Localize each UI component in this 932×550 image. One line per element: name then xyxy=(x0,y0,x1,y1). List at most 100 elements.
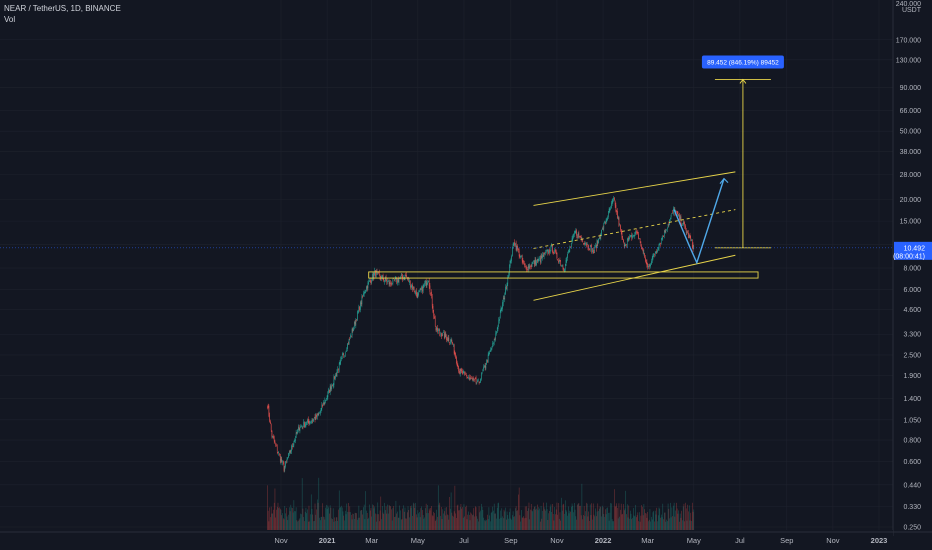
volume-bar xyxy=(275,488,276,530)
candle-body xyxy=(622,238,623,239)
volume-bar xyxy=(579,503,580,530)
volume-bar xyxy=(661,515,662,530)
volume-bar xyxy=(390,506,391,530)
candle-body xyxy=(690,235,691,238)
candle-body xyxy=(289,451,290,454)
volume-bar xyxy=(365,491,366,530)
volume-bar xyxy=(309,506,310,530)
volume-label[interactable]: Vol xyxy=(4,14,121,25)
candle-body xyxy=(463,372,464,373)
candle-body xyxy=(359,307,360,310)
volume-bar xyxy=(559,519,560,530)
candle-body xyxy=(504,298,505,299)
volume-bar xyxy=(585,511,586,530)
candle-body xyxy=(290,450,291,452)
volume-bar xyxy=(658,515,659,530)
candle-body xyxy=(313,419,314,422)
time-axis[interactable]: Nov 2021 Mar May Jul Sep Nov 2022 Mar May Jul Sep No… xyxy=(0,530,932,550)
candle-body xyxy=(628,238,629,240)
volume-bar xyxy=(484,520,485,530)
volume-bar xyxy=(675,517,676,530)
candle-body xyxy=(542,256,543,258)
volume-bar xyxy=(427,513,428,530)
candle-body xyxy=(442,336,443,337)
volume-bar xyxy=(551,504,552,530)
volume-bar xyxy=(573,512,574,530)
candle-body xyxy=(362,296,363,297)
volume-bar xyxy=(361,510,362,530)
candle-body xyxy=(517,246,518,250)
volume-bar xyxy=(473,508,474,530)
current-price-value: 10.492 xyxy=(904,245,926,252)
candle-body xyxy=(625,245,626,246)
candle-body xyxy=(364,294,365,295)
volume-bar xyxy=(335,521,336,530)
candle-body xyxy=(421,287,422,290)
volume-bar xyxy=(296,507,297,530)
candle-body xyxy=(278,452,279,453)
symbol-title[interactable]: NEAR / TetherUS, 1D, BINANCE xyxy=(4,3,121,14)
volume-bar xyxy=(379,521,380,530)
volume-bar xyxy=(563,505,564,530)
candle-body xyxy=(542,255,543,258)
volume-bar xyxy=(522,517,523,530)
volume-bar xyxy=(587,504,588,530)
volume-bar xyxy=(678,514,679,530)
candle-body xyxy=(365,290,366,291)
volume-bar xyxy=(659,507,660,530)
volume-bar xyxy=(526,506,527,530)
volume-bar xyxy=(466,506,467,530)
volume-bar xyxy=(421,506,422,530)
price-tick-label: 4.600 xyxy=(903,307,921,314)
volume-bar xyxy=(555,514,556,530)
volume-bar xyxy=(291,508,292,530)
chart-drawings[interactable]: 89.452 (846.19%) 89452 xyxy=(369,55,784,300)
candle-body xyxy=(272,436,273,437)
candle-body xyxy=(277,447,278,452)
candle-body xyxy=(547,250,548,251)
volume-bar xyxy=(625,491,626,530)
volume-bar xyxy=(480,511,481,530)
candle-body xyxy=(593,248,594,251)
candle-body xyxy=(563,269,564,271)
candle-body xyxy=(502,302,503,309)
candle-body xyxy=(574,233,575,235)
candle-body xyxy=(625,244,626,245)
volume-bar xyxy=(629,519,630,530)
candle-body xyxy=(568,252,569,253)
volume-bar xyxy=(384,514,385,530)
volume-bar xyxy=(624,510,625,530)
candle-body xyxy=(465,374,466,375)
candle-body xyxy=(467,376,468,377)
candle-body xyxy=(271,424,272,430)
volume-bar xyxy=(610,503,611,530)
volume-bar xyxy=(502,516,503,530)
volume-bar xyxy=(424,519,425,530)
candle-body xyxy=(647,262,648,265)
volume-bar xyxy=(628,517,629,530)
candle-body xyxy=(325,400,326,401)
candle-body xyxy=(469,377,470,378)
volume-bar xyxy=(622,514,623,530)
candle-body xyxy=(584,243,585,244)
volume-bar xyxy=(303,509,304,530)
volume-bar xyxy=(501,518,502,530)
candle-body xyxy=(327,396,328,398)
volume-bar xyxy=(436,510,437,530)
candle-body xyxy=(349,339,350,344)
volume-bar xyxy=(455,513,456,530)
candle-body xyxy=(419,291,420,292)
candle-body xyxy=(684,222,685,223)
volume-bar xyxy=(548,520,549,530)
candle-body xyxy=(686,230,687,233)
volume-bar xyxy=(282,513,283,530)
volume-bar xyxy=(283,518,284,530)
candle-body xyxy=(315,415,316,420)
candle-body xyxy=(329,390,330,393)
candle-body xyxy=(357,312,358,321)
volume-bar xyxy=(438,485,439,530)
candle-body xyxy=(449,337,450,341)
volume-bar xyxy=(327,509,328,530)
price-axis[interactable]: 170.000 130.000 90.000 66.000 50.000 38.000 28… xyxy=(893,0,932,550)
